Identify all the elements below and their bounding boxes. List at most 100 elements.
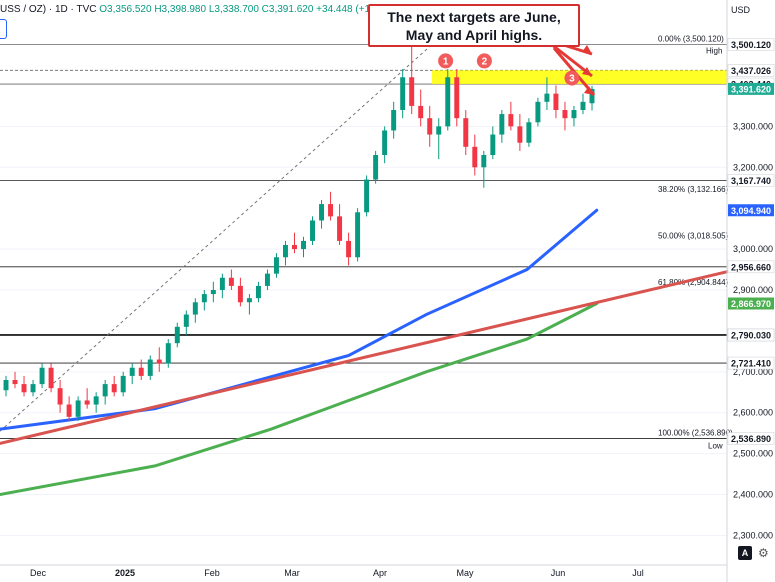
candle-body: [454, 77, 460, 119]
price-label: 2,866.970: [731, 299, 771, 309]
close-value: C3,391.620: [261, 4, 314, 15]
symbol-label: USS / OZ) · 1D · TVC: [0, 4, 97, 15]
price-tick-label: 2,700.000: [733, 367, 773, 377]
candle-body: [544, 93, 550, 102]
time-axis[interactable]: Dec 2025 Feb Mar Apr May Jun Jul: [0, 564, 727, 578]
moving-average-line: [0, 208, 599, 431]
time-tick-label: 2025: [115, 568, 135, 578]
fib-level-label: 61.80% (2,904.844): [658, 278, 729, 287]
candle-body: [282, 245, 288, 258]
candle-body: [301, 240, 306, 250]
candle-body: [553, 93, 559, 110]
target-arrows: [547, 38, 596, 96]
candle-body: [364, 179, 370, 213]
arrow-head: [582, 67, 592, 76]
price-tick-label: 3,300.000: [733, 121, 773, 131]
fib-trendline: [0, 44, 433, 432]
low-value: L3,338.700: [208, 4, 259, 15]
candle-body: [183, 314, 189, 327]
candle-body: [210, 290, 216, 295]
candle-body: [84, 400, 90, 405]
fib-level-label: 100.00% (2,536.890): [658, 429, 733, 438]
price-label-bg: [728, 82, 774, 95]
price-label: 2,721.410: [731, 359, 771, 369]
peak-marker: [476, 53, 492, 69]
candle-body: [192, 302, 198, 315]
candle-body: [463, 118, 469, 147]
price-label-bg: [727, 38, 775, 51]
candle-body: [409, 77, 415, 106]
candle-body: [373, 155, 379, 180]
price-axis[interactable]: 3,300.000 3,200.000 3,000.000 2,900.000 2,70…: [726, 0, 775, 582]
candle-body: [436, 126, 442, 135]
callout-line-1: The next targets are June,: [387, 8, 561, 25]
peak-marker: [564, 70, 580, 86]
settings-gear-icon[interactable]: ⚙: [758, 546, 769, 560]
fib-level-label: 50.00% (3,018.505): [658, 232, 729, 241]
candle-body: [30, 384, 36, 393]
candle-body: [508, 114, 514, 127]
price-label: 3,437.026: [731, 66, 771, 76]
candle-body: [138, 367, 144, 376]
time-tick-label: Jul: [632, 568, 644, 578]
price-tick-label: 2,900.000: [733, 285, 773, 295]
fib-level-label: 38.20% (3,132.166): [658, 185, 729, 194]
candle-body: [535, 101, 541, 123]
candle-body: [382, 130, 388, 155]
time-tick-label: Dec: [30, 568, 47, 578]
auto-scale-icon[interactable]: A: [738, 546, 752, 560]
candle-body: [571, 110, 577, 119]
price-label: 2,956.660: [731, 262, 771, 272]
candle-body: [48, 367, 54, 389]
time-tick-label: Mar: [284, 568, 300, 578]
price-label: 3,094.940: [731, 206, 771, 216]
candle-body: [264, 273, 270, 286]
horizontal-levels: [0, 44, 727, 439]
candle-body: [589, 88, 595, 104]
candle-body: [57, 388, 63, 405]
change-value: +34.448 (+1.03%): [316, 4, 397, 15]
price-label: 2,790.030: [731, 330, 771, 340]
candle-body: [219, 277, 225, 290]
candle-body: [3, 380, 9, 391]
high-value: H3,398.980: [154, 4, 207, 15]
candle-body: [445, 77, 451, 127]
price-label: 2,536.890: [731, 434, 771, 444]
price-label-bg: [727, 432, 775, 445]
candle-body: [273, 257, 279, 274]
price-tick-label: 3,000.000: [733, 244, 773, 254]
time-tick-label: Apr: [373, 568, 387, 578]
moving-averages: [0, 208, 738, 497]
legend-header: USS / OZ) · 1D · TVC O3,356.520 H3,398.9…: [0, 4, 396, 15]
candle-body: [120, 375, 126, 393]
candle-body: [490, 134, 496, 155]
currency-label[interactable]: USD: [731, 5, 751, 15]
candle-body: [481, 155, 487, 168]
peak-marker-label: 1: [443, 56, 449, 67]
candle-body: [228, 277, 234, 286]
arrow-head: [582, 45, 592, 54]
price-label-bg: [727, 174, 775, 187]
peak-marker-label: 2: [482, 56, 488, 67]
price-label: 3,391.620: [731, 84, 771, 94]
price-tick-label: 2,500.000: [733, 449, 773, 459]
candle-body: [427, 118, 433, 135]
moving-average-line: [0, 268, 738, 445]
candle-body: [517, 126, 523, 143]
candle-body: [111, 384, 117, 393]
open-value: O3,356.520: [99, 4, 152, 15]
time-tick-label: Feb: [204, 568, 220, 578]
candle-body: [346, 240, 352, 258]
collapse-tab[interactable]: [0, 19, 7, 39]
peak-markers: 1 2 3: [438, 53, 580, 86]
candle-body: [337, 216, 343, 241]
candle-body: [12, 380, 18, 385]
price-label-bg: [728, 204, 774, 217]
price-tick-label: 2,300.000: [733, 530, 773, 540]
candle-body: [39, 367, 45, 385]
price-label-bg: [728, 297, 774, 310]
candle-body: [355, 212, 361, 258]
candle-body: [255, 285, 261, 299]
candle-body: [165, 343, 171, 364]
